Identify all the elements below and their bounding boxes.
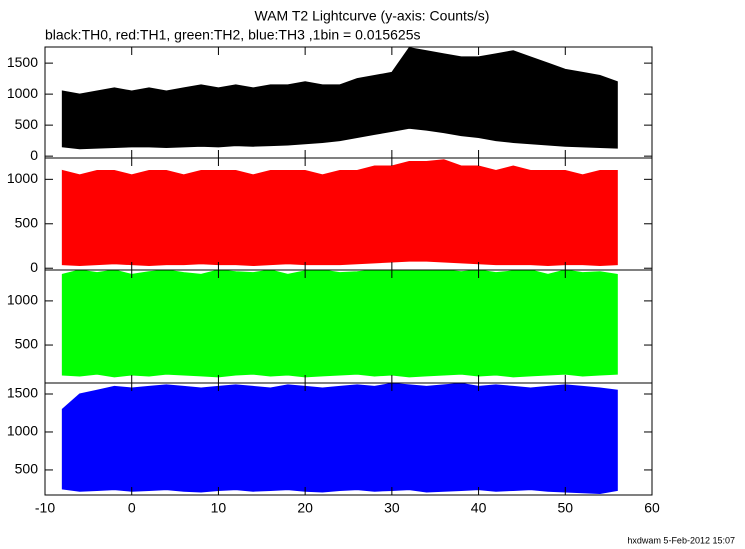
x-tick-label: 30: [384, 500, 400, 516]
lightcurve-band: [61, 159, 618, 267]
y-tick-label: 1500: [7, 385, 38, 401]
y-tick-label: 1000: [7, 423, 38, 439]
x-tick-label: 20: [297, 500, 313, 516]
y-tick-label: 0: [30, 259, 38, 275]
y-tick-label: 500: [15, 116, 39, 132]
y-tick-label: 500: [15, 214, 39, 230]
x-tick-label: 60: [644, 500, 660, 516]
y-tick-label: 1000: [7, 170, 38, 186]
panel-frame: [44, 382, 653, 496]
lightcurve-band: [61, 382, 618, 494]
y-tick-label: 1500: [7, 54, 38, 70]
chart-title: WAM T2 Lightcurve (y-axis: Counts/s): [255, 8, 490, 24]
y-tick-label: 1000: [7, 292, 38, 308]
y-tick-label: 0: [30, 147, 38, 163]
chart-subtitle: black:TH0, red:TH1, green:TH2, blue:TH3 …: [45, 27, 420, 43]
x-tick-label: 0: [128, 500, 136, 516]
y-tick-label: 500: [15, 461, 39, 477]
lightcurve-band: [61, 47, 618, 150]
x-tick-label: 50: [557, 500, 573, 516]
x-tick-label: 10: [211, 500, 227, 516]
y-tick-label: 1000: [7, 85, 38, 101]
lightcurve-band: [61, 269, 618, 378]
x-tick-label: 40: [471, 500, 487, 516]
footer: hxdwam 5-Feb-2012 15:07: [627, 535, 735, 545]
x-tick-label: -10: [35, 500, 55, 516]
y-tick-label: 500: [15, 336, 39, 352]
